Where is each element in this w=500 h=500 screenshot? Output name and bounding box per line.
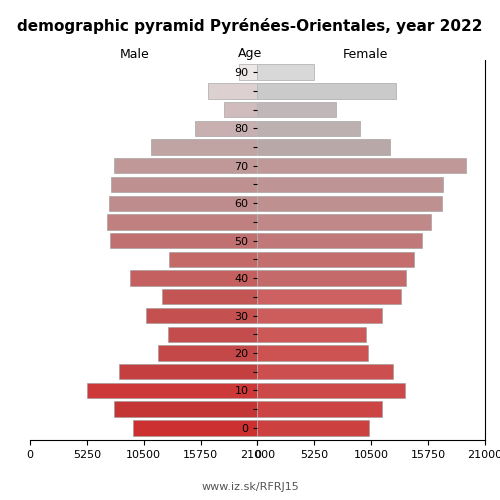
- Bar: [258, 140, 390, 154]
- Bar: [130, 270, 258, 286]
- Bar: [258, 158, 466, 174]
- Bar: [258, 402, 382, 417]
- Text: www.iz.sk/RFRJ15: www.iz.sk/RFRJ15: [201, 482, 299, 492]
- Bar: [258, 270, 406, 286]
- Bar: [258, 177, 443, 192]
- Text: Male: Male: [120, 48, 150, 60]
- Bar: [258, 364, 393, 380]
- Bar: [111, 177, 258, 192]
- Text: Age: Age: [238, 48, 262, 60]
- Bar: [114, 402, 258, 417]
- Bar: [258, 308, 382, 323]
- Bar: [258, 214, 431, 230]
- Bar: [114, 158, 258, 174]
- Bar: [258, 326, 366, 342]
- Bar: [258, 196, 442, 211]
- Bar: [258, 252, 414, 267]
- Bar: [168, 252, 258, 267]
- Bar: [224, 102, 258, 118]
- Bar: [239, 64, 258, 80]
- Bar: [258, 83, 396, 98]
- Bar: [258, 382, 405, 398]
- Bar: [258, 289, 400, 304]
- Bar: [168, 326, 258, 342]
- Bar: [258, 420, 369, 436]
- Bar: [162, 289, 258, 304]
- Bar: [158, 346, 258, 360]
- Bar: [194, 120, 258, 136]
- Bar: [133, 420, 258, 436]
- Bar: [146, 308, 258, 323]
- Bar: [110, 233, 258, 248]
- Bar: [208, 83, 258, 98]
- Text: demographic pyramid Pyrénées-Orientales, year 2022: demographic pyramid Pyrénées-Orientales,…: [17, 18, 483, 34]
- Text: Female: Female: [342, 48, 388, 60]
- Bar: [258, 233, 422, 248]
- Bar: [119, 364, 258, 380]
- Bar: [258, 64, 314, 80]
- Bar: [258, 346, 368, 360]
- Bar: [109, 196, 258, 211]
- Bar: [258, 120, 360, 136]
- Bar: [152, 140, 258, 154]
- Bar: [258, 102, 336, 118]
- Bar: [107, 214, 258, 230]
- Bar: [88, 382, 258, 398]
